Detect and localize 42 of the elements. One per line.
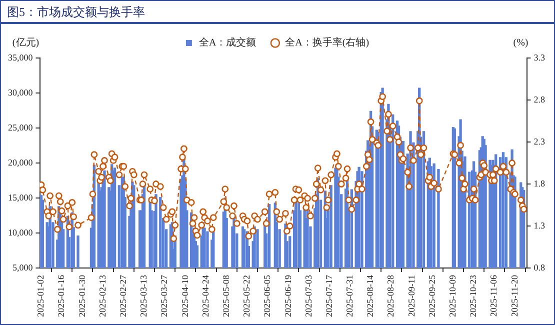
x-tick-label: 2025-10-09 [448,274,458,318]
legend-label: 全A：换手率(右轴) [285,36,370,49]
x-tick-label: 2025-09-25 [426,274,437,318]
y-tick-label: 15,000 [8,192,34,202]
x-tick-label: 2025-06-05 [262,274,272,318]
x-tick-label: 2025-10-23 [468,274,478,318]
x-tick-label: 2025-04-24 [200,274,210,318]
y2-tick-label: 1.3 [534,220,546,230]
chart-title: 图5：市场成交额与换手率 [1,1,554,24]
x-tick-label: 2025-04-10 [180,274,190,318]
x-tick-label: 2025-07-31 [344,275,355,318]
x-tick-label: 2025-03-27 [159,274,170,318]
x-tick-label: 2025-01-02 [36,275,46,318]
y2-axis-title: (%) [513,38,528,49]
y-tick-label: 25,000 [8,122,34,132]
legend-label: 全A：成交额 [198,36,256,49]
y-axis-title: (亿元) [12,38,40,49]
x-tick-label: 2025-05-22 [242,275,252,318]
x-tick-label: 2025-02-13 [97,274,108,318]
y-tick-label: 10,000 [8,227,34,238]
x-tick-label: 2025-07-03 [303,274,314,318]
y2-tick-label: 2.8 [534,94,546,104]
x-tick-label: 2025-11-20 [509,274,520,317]
y2-tick-label: 1.8 [534,178,546,188]
x-tick-label: 2025-01-16 [56,274,66,318]
x-tick-label: 2025-03-13 [138,274,149,318]
y-tick-label: 5,000 [12,262,34,272]
x-tick-label: 2025-06-19 [282,274,293,318]
x-tick-label: 2025-07-17 [324,274,334,318]
x-tick-label: 2025-01-30 [76,274,87,318]
x-tick-label: 2025-05-08 [220,274,231,318]
x-tick-label: 2025-11-06 [488,274,499,317]
y2-tick-label: 3.3 [534,52,546,62]
y-tick-label: 35,000 [8,52,34,62]
y2-tick-label: 0.8 [534,262,546,272]
y2-tick-label: 2.3 [534,136,546,146]
x-tick-label: 2025-02-27 [118,274,128,318]
y-tick-label: 30,000 [8,87,34,98]
x-tick-label: 2025-08-14 [365,274,376,318]
x-tick-label: 2025-08-28 [386,274,396,318]
y-tick-label: 20,000 [8,157,34,168]
x-tick-label: 2025-09-11 [406,275,416,317]
